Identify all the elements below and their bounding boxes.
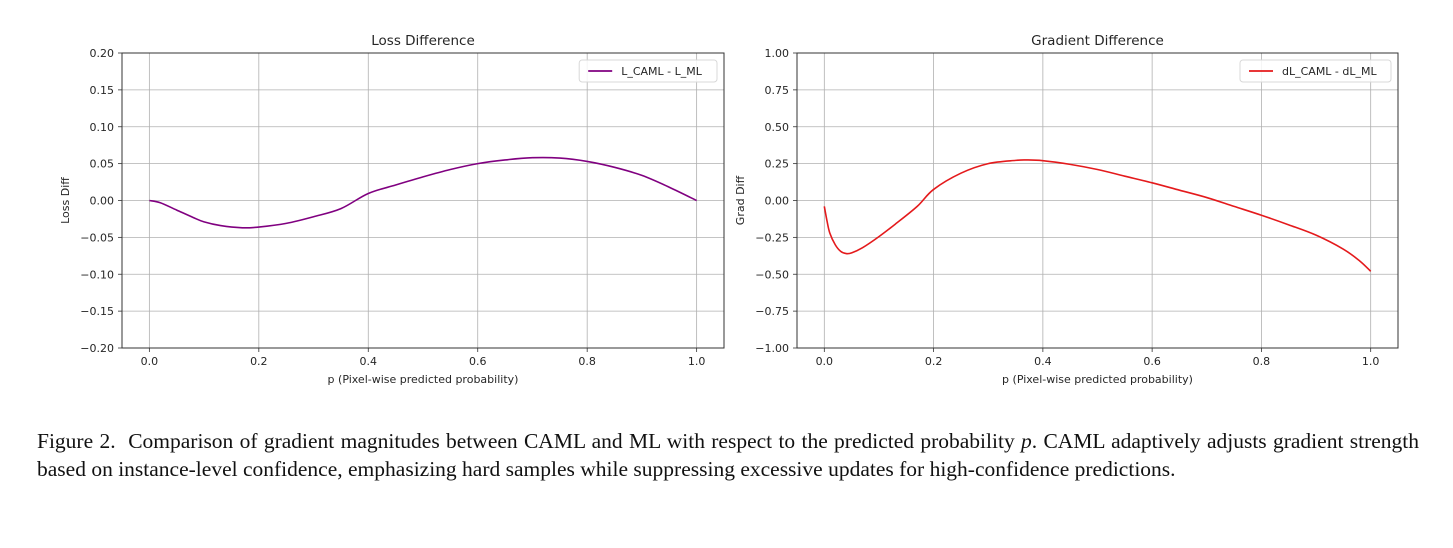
x-tick-label: 1.0 [1362, 355, 1380, 368]
caption-variable: p [1021, 429, 1032, 453]
x-tick-label: 0.8 [578, 355, 596, 368]
legend-box [1239, 59, 1392, 83]
y-tick-label: 0.10 [90, 121, 115, 134]
y-axis-label: Loss Diff [59, 177, 72, 224]
data-lines [823, 159, 1372, 272]
loss-difference-chart: Loss Difference p (Pixel-wise predicted … [59, 33, 725, 386]
y-tick-label: −0.50 [755, 268, 789, 281]
legend: L_CAML - L_ML [578, 59, 718, 83]
figure-caption: Figure 2. Comparison of gradient magnitu… [37, 427, 1419, 483]
y-tick-label: 0.50 [765, 121, 790, 134]
x-axis-label: p (Pixel-wise predicted probability) [1002, 373, 1193, 386]
y-tick-label: 0.00 [90, 195, 115, 208]
x-tick-label: 0.0 [816, 355, 834, 368]
x-tick-label: 0.0 [141, 355, 159, 368]
grid [122, 52, 724, 349]
chart-title: Gradient Difference [1031, 33, 1164, 49]
y-tick-label: −0.25 [755, 231, 789, 244]
grid [797, 52, 1398, 349]
y-tick-label: −0.05 [80, 231, 114, 244]
y-tick-label: 0.20 [90, 47, 115, 60]
x-tick-label: 0.2 [250, 355, 268, 368]
y-tick-label: 0.05 [90, 158, 115, 171]
y-tick-label: 1.00 [765, 47, 790, 60]
legend: dL_CAML - dL_ML [1239, 59, 1392, 83]
x-tick-label: 0.6 [469, 355, 487, 368]
x-axis-label: p (Pixel-wise predicted probability) [328, 373, 519, 386]
y-tick-label: 0.00 [765, 195, 790, 208]
y-tick-label: −0.75 [755, 305, 789, 318]
legend-label: L_CAML - L_ML [621, 65, 703, 78]
axes-frame [796, 52, 1399, 349]
x-tick-label: 1.0 [688, 355, 706, 368]
legend-label: dL_CAML - dL_ML [1282, 65, 1377, 78]
series-line-0 [149, 156, 697, 229]
x-tick-label: 0.4 [1034, 355, 1052, 368]
legend-box [578, 59, 718, 83]
y-tick-label: 0.75 [765, 84, 790, 97]
y-tick-label: −1.00 [755, 342, 789, 355]
axes-frame [121, 52, 725, 349]
axis-ticks: 0.0 0.2 0.4 0.6 0.8 1.0 −1.00 −0.75 −0.50 −0.25 0.… [755, 47, 1379, 368]
y-tick-label: 0.25 [765, 158, 790, 171]
caption-text-part1: Comparison of gradient magnitudes betwee… [128, 429, 1015, 453]
data-lines [149, 156, 697, 229]
caption-text-part2: . CAML adaptively adjusts gradient stren… [37, 429, 1419, 481]
y-tick-label: −0.10 [80, 268, 114, 281]
x-tick-label: 0.6 [1143, 355, 1161, 368]
caption-label: Figure 2. [37, 429, 116, 453]
figure-charts: Loss Difference p (Pixel-wise predicted … [59, 33, 1399, 386]
x-tick-label: 0.4 [360, 355, 378, 368]
series-line-0 [823, 159, 1372, 272]
gradient-difference-chart: Gradient Difference p (Pixel-wise predic… [734, 33, 1399, 386]
chart-title: Loss Difference [371, 33, 475, 49]
axis-ticks: 0.0 0.2 0.4 0.6 0.8 1.0 −0.20 −0.15 −0.10 −0.05 0.… [80, 47, 705, 368]
x-tick-label: 0.8 [1253, 355, 1271, 368]
y-tick-label: −0.15 [80, 305, 114, 318]
y-axis-label: Grad Diff [734, 175, 747, 225]
y-tick-label: 0.15 [90, 84, 115, 97]
y-tick-label: −0.20 [80, 342, 114, 355]
x-tick-label: 0.2 [925, 355, 943, 368]
